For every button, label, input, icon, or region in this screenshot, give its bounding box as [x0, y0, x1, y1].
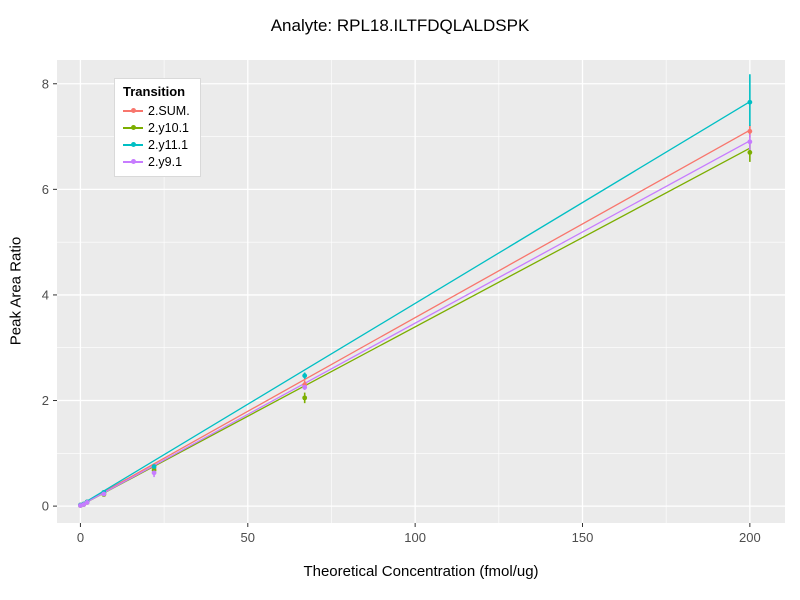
y-tick-label: 8 [42, 76, 49, 91]
legend-item-label: 2.y11.1 [148, 137, 189, 152]
legend-title: Transition [123, 84, 186, 99]
x-tick-label: 50 [241, 530, 255, 545]
data-point [747, 128, 753, 134]
y-axis-label: Peak Area Ratio [7, 236, 25, 346]
series-line-2.y9.1 [80, 140, 751, 507]
series-line-2.y10.1 [80, 147, 751, 507]
chart-title: Analyte: RPL18.ILTFDQLALDSPK [270, 16, 530, 35]
legend-item-label: 2.SUM. [148, 103, 190, 118]
data-point [747, 149, 753, 155]
legend-item: 2.y11.1 [123, 136, 190, 153]
legend-item-label: 2.y10.1 [148, 120, 190, 135]
data-point [747, 99, 753, 105]
data-point [151, 470, 157, 476]
legend-item: 2.y10.1 [123, 119, 190, 136]
data-point [747, 139, 753, 145]
legend-key-swatch [123, 138, 143, 152]
data-point [84, 500, 90, 505]
data-point [302, 373, 308, 379]
data-point [101, 491, 107, 497]
y-tick-label: 0 [42, 499, 49, 514]
x-axis-label: Theoretical Concentration (fmol/ug) [303, 563, 539, 580]
y-tick-label: 2 [42, 393, 49, 408]
legend-item: 2.y9.1 [123, 153, 190, 170]
legend-item-label: 2.y9.1 [148, 154, 183, 169]
series-line-2.y11.1 [80, 101, 751, 506]
y-tick-label: 6 [42, 182, 49, 197]
x-tick-label: 0 [77, 530, 84, 545]
data-point [302, 384, 308, 390]
data-point [302, 395, 308, 401]
x-tick-label: 100 [404, 530, 426, 545]
legend: Transition 2.SUM. 2.y10.1 2.y11.1 2.y9.1 [114, 78, 201, 177]
legend-key-swatch [123, 104, 143, 118]
y-tick-label: 4 [42, 287, 49, 302]
legend-key-swatch [123, 121, 143, 135]
series-line-2.SUM. [80, 129, 751, 506]
x-tick-label: 200 [739, 530, 761, 545]
data-point [151, 464, 157, 469]
legend-item: 2.SUM. [123, 102, 190, 119]
legend-key-swatch [123, 155, 143, 169]
x-tick-label: 150 [572, 530, 594, 545]
